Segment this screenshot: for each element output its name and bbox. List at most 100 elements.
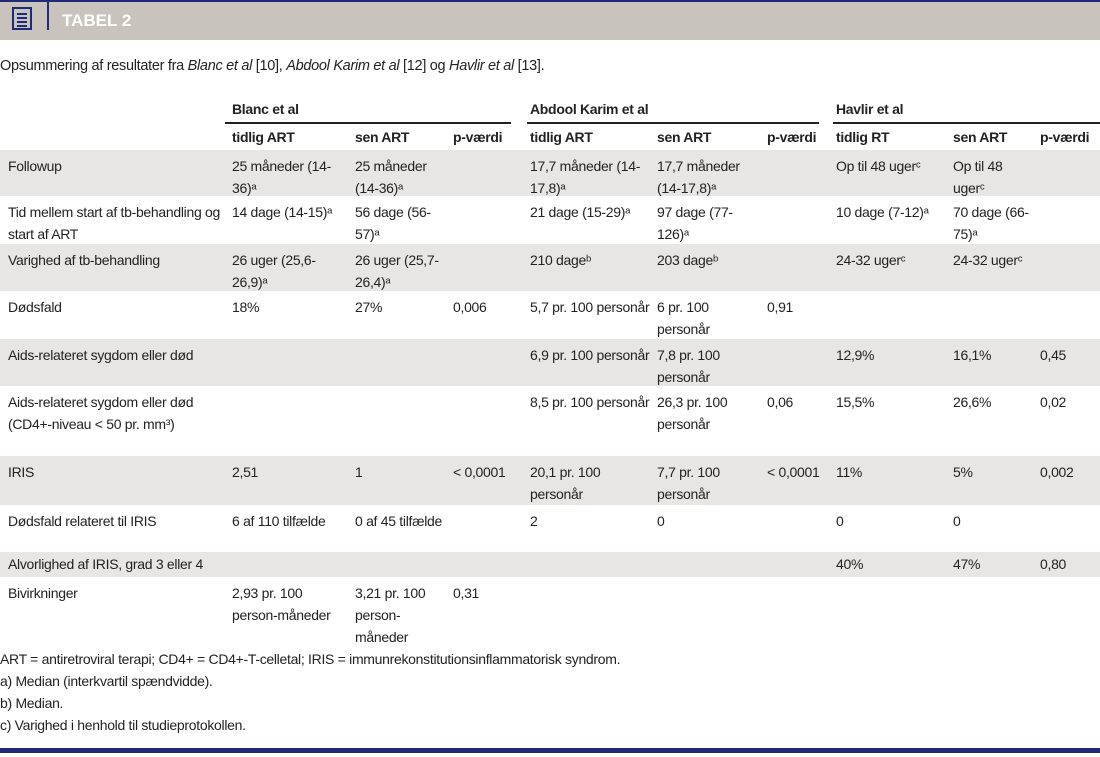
table-cell: < 0,0001 [453,464,506,480]
table-cell: 7,7 pr. 100 personår [657,464,720,502]
table-cell: 56 dage (56-57)ᵃ [355,204,431,242]
divider [47,2,49,30]
table-cell: Op til 48 ugerᶜ [953,158,1003,196]
table-cell: 11% [836,464,863,480]
table-cell: 26 uger (25,7-26,4)ᵃ [355,252,439,290]
table-cell: 26,6% [953,394,992,410]
table-cell: 12,9% [836,347,875,363]
table-row: Dødsfald relateret til IRIS 6 af 110 tilf… [0,505,1100,552]
caption-author: Abdool Karim et al [286,58,400,74]
group-rule [225,122,511,124]
table-cell: 3,21 pr. 100 person-måneder [355,585,426,645]
table-cell: 70 dage (66-75)ᵃ [953,204,1029,242]
table-cell: 0 af 45 tilfælde [355,513,443,529]
group-rule [527,122,819,124]
table-row: Varighed af tb-behandling 26 uger (25,6-2… [0,244,1100,291]
row-label: Tid mellem start af tb-behandling og sta… [8,204,221,242]
caption-ref: [12] og [399,58,450,74]
caption-author: Blanc et al [187,58,253,74]
table-icon [12,7,32,30]
table-cell: 97 dage (77-126)ᵃ [657,204,733,242]
table-cell: 203 dageᵇ [657,252,718,268]
table-cell: 18% [232,299,260,315]
group-header-abdool: Abdool Karim et al [530,101,649,117]
table-cell: 2,51 [232,464,259,480]
table-cell: 20,1 pr. 100 personår [530,464,601,502]
row-label: Varighed af tb-behandling [8,252,160,268]
table-cell: 6 af 110 tilfælde [232,513,326,529]
table-cell: 17,7 måneder (14-17,8)ᵃ [657,158,740,196]
row-label: Dødsfald relateret til IRIS [8,513,157,529]
table-cell: 21 dage (15-29)ᵃ [530,204,631,220]
column-header: p-værdi [1040,129,1090,145]
table-cell: 0,91 [767,299,794,315]
table-cell: 10 dage (7-12)ᵃ [836,204,929,220]
group-header-blanc: Blanc et al [232,101,299,117]
table-cell: 0 [953,513,961,529]
table-cell: 24-32 ugerᶜ [836,252,906,268]
row-label: Bivirkninger [8,585,78,601]
group-rule [833,122,1100,124]
row-label: IRIS [8,464,35,480]
table-cell: 47% [953,556,981,572]
table-cell: 210 dageᵇ [530,252,591,268]
table-cell: 0,02 [1040,394,1067,410]
column-header: p-værdi [767,129,817,145]
table-row: Aids-relateret sygdom eller død 6,9 pr. 1… [0,339,1100,386]
table-header-band [0,2,1100,40]
table-cell: 0,002 [1040,464,1074,480]
table-cell: 6 pr. 100 personår [657,299,710,337]
table-cell: 5% [953,464,973,480]
table-row: IRIS 2,51 1 < 0,0001 20,1 pr. 100 personår 7,… [0,456,1100,505]
table-cell: 0,31 [453,585,480,601]
table-cell: 5,7 pr. 100 personår [530,299,650,315]
row-label: Aids-relateret sygdom eller død [8,347,194,363]
row-label: Alvorlighed af IRIS, grad 3 eller 4 [8,556,203,572]
bottom-rule [0,748,1100,753]
table-cell: 15,5% [836,394,875,410]
table-cell: 14 dage (14-15)ᵃ [232,204,333,220]
footnote: c) Varighed i henhold til studieprotokol… [0,717,246,733]
footnote: ART = antiretroviral terapi; CD4+ = CD4+… [0,651,621,667]
table-cell: 0,45 [1040,347,1067,363]
caption-ref: [13]. [513,58,545,74]
table-cell: 0 [836,513,844,529]
column-header: tidlig ART [530,129,593,145]
table-cell: 1 [355,464,363,480]
table-cell: 6,9 pr. 100 personår [530,347,650,363]
table-cell: 7,8 pr. 100 personår [657,347,720,385]
table-cell: 40% [836,556,864,572]
row-label: Aids-relateret sygdom eller død (CD4+-ni… [8,394,194,432]
table-cell: 25 måneder (14-36)ᵃ [232,158,332,196]
footnote: b) Median. [0,695,64,711]
table-cell: Op til 48 ugerᶜ [836,158,921,174]
table-cell: 27% [355,299,383,315]
column-header: sen ART [657,129,712,145]
table-cell: 17,7 måneder (14-17,8)ᵃ [530,158,641,196]
table-cell: 26,3 pr. 100 personår [657,394,728,432]
table-row: Followup 25 måneder (14-36)ᵃ 25 måneder (1… [0,150,1100,196]
table-cell: 25 måneder (14-36)ᵃ [355,158,427,196]
column-header: p-værdi [453,129,503,145]
table-row: Bivirkninger 2,93 pr. 100 person-måneder 3… [0,577,1100,648]
table-cell: < 0,0001 [767,464,820,480]
table-cell: 2,93 pr. 100 person-måneder [232,585,331,623]
table-cell: 8,5 pr. 100 personår [530,394,650,410]
table-cell: 0,006 [453,299,487,315]
table-row: Aids-relateret sygdom eller død (CD4+-ni… [0,386,1100,456]
table-cell: 16,1% [953,347,992,363]
table-title: TABEL 2 [62,11,132,30]
table-caption: Opsummering af resultater fra Blanc et a… [0,58,545,74]
table-cell: 0 [657,513,665,529]
caption-ref: [10], [252,58,287,74]
table-cell: 26 uger (25,6-26,9)ᵃ [232,252,316,290]
row-label: Followup [8,158,62,174]
caption-author: Havlir et al [449,58,514,74]
top-rule [0,0,1100,2]
table-cell: 2 [530,513,538,529]
column-header: tidlig RT [836,129,890,145]
table-cell: 0,80 [1040,556,1067,572]
table-row: Alvorlighed af IRIS, grad 3 eller 4 40% 47… [0,552,1100,577]
row-label: Dødsfald [8,299,62,315]
table-row: Tid mellem start af tb-behandling og sta… [0,196,1100,244]
